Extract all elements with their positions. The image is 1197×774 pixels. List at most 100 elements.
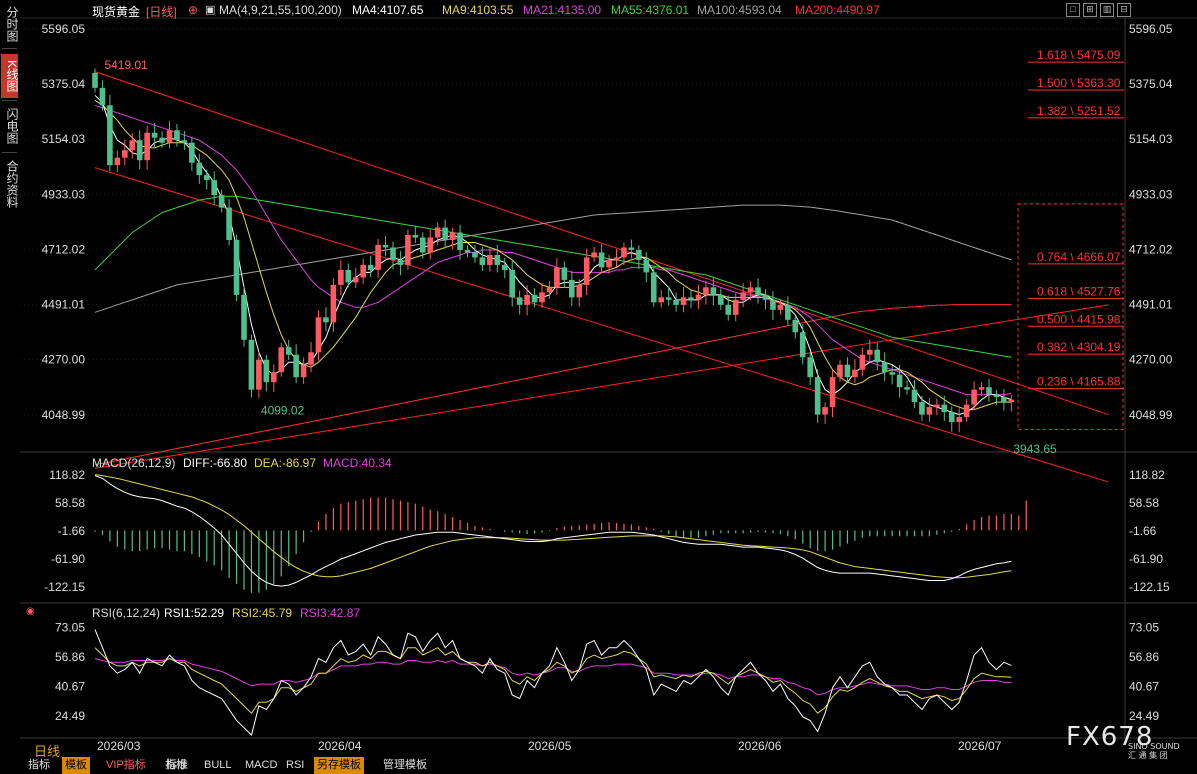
fx678-logo: FX678 [1066,722,1154,752]
candle-body [591,252,597,258]
candle-body [747,287,754,293]
candle-body [993,394,1000,398]
toolbar-macd-button[interactable]: MACD [245,759,278,771]
macd-y-tick-left: -122.15 [44,580,85,594]
candle-body [576,284,583,298]
macd-y-tick-right: -122.15 [1129,580,1170,594]
toolbar-indicator-2-button[interactable]: 指标 [165,759,187,771]
window-icon[interactable]: □ [1066,3,1080,17]
candle-body [449,232,456,240]
main-y-tick-right: 5596.05 [1129,22,1173,36]
candle-body [464,249,471,253]
candle-body [390,247,396,260]
rsi-y-tick-left: 24.49 [55,709,85,723]
candle-body [844,364,851,378]
main-y-tick-right: 5154.03 [1129,132,1173,146]
candle-body [829,377,836,408]
candle-body [457,232,463,250]
price-annotation: 4099.02 [261,403,305,417]
toolbar-vip-indicator-button[interactable]: VIP指标 [106,759,146,771]
fib-label: 0.764 \ 4666.07 [1037,250,1121,264]
toolbar-indicator-button[interactable]: 指标 [28,759,50,771]
candle-body [501,264,508,270]
ma200-line [94,304,1012,465]
main-y-tick-left: 4491.01 [42,298,86,312]
candle-body [241,294,247,340]
fib-label: 0.618 \ 4527.76 [1037,284,1121,298]
candle-body [524,294,530,305]
toolbar-standard-button[interactable]: 标准 [166,759,188,771]
symbol-name: 现货黄金 [92,5,141,19]
split-icon[interactable]: ▥ [1100,3,1114,17]
trendline [94,304,1109,469]
candle-body [129,140,136,151]
ma-toggle-icon[interactable]: ▣ [205,4,216,16]
candle-body [285,347,292,355]
grid-layer [20,17,1197,739]
toolbar-template-button[interactable]: 模板 [62,757,90,774]
candle-body [963,404,970,418]
toolbar-bull-button[interactable]: BULL [204,759,232,771]
period-indicator[interactable]: 日线 [34,744,61,759]
candle-body [911,389,918,403]
candle-body [144,132,150,161]
fib-label: 1.618 \ 5475.09 [1037,48,1121,62]
candle-body [777,304,784,310]
candle-body [434,227,441,238]
ma9-line [94,99,1012,411]
record-icon[interactable]: ◉ [26,606,35,617]
toolbar-manage-template-button[interactable]: 管理模板 [383,759,427,771]
candle-body [956,417,962,423]
candle-body [785,304,791,320]
main-y-tick-left: 5596.05 [42,22,86,36]
rsi-y-tick-right: 56.86 [1129,650,1159,664]
candle-body [293,354,299,378]
candle-body [643,259,650,273]
main-y-tick-right: 4712.02 [1129,242,1173,256]
macd-y-tick-left: 118.82 [49,468,85,482]
candle-body [941,404,948,413]
ma55-value: MA55:4376.01 [611,3,690,17]
rsi-y-tick-right: 73.05 [1129,621,1159,635]
ma4-line [94,94,1012,416]
nav-tab-timeshare[interactable]: 分时图 [5,6,19,42]
main-y-tick-right: 4048.99 [1129,408,1173,422]
x-axis-label: 2026/03 [97,739,141,753]
ma100-line [94,204,1012,313]
macd-y-tick-left: -61.90 [51,552,85,566]
rsi-panel[interactable] [94,629,1012,736]
nav-tab-kline[interactable]: K线图 [1,54,19,98]
period-label[interactable]: [日线] [146,5,177,19]
candle-body [427,237,434,253]
toolbar-rsi-button[interactable]: RSI [286,759,305,771]
trendline [94,71,1109,416]
candle-body [397,259,404,265]
candle-body [948,412,955,423]
nav-tab-contract-info[interactable]: 合约资料 [5,160,19,208]
candle-body [665,297,672,300]
nav-tab-flash[interactable]: 闪电图 [5,108,19,144]
main-y-tick-left: 5375.04 [42,77,86,91]
candle-body [569,279,575,298]
macd-dea-value: DEA:-86.97 [254,456,317,470]
main-chart-panel[interactable]: 5419.01 4099.02 3943.65 1.618 \ 5475.09 1.50… [92,48,1124,483]
candle-body [442,227,448,240]
macd-macd-value: MACD:40.34 [323,456,392,470]
candle-body [934,404,940,408]
candle-body [405,235,411,265]
candle-body [472,252,478,258]
candle-body [360,264,366,278]
candle-body [181,140,188,143]
minimize-icon[interactable]: ⊟ [1117,3,1131,17]
grid-icon[interactable]: ⊞ [1083,3,1097,17]
axis-layer: 5596.05 5596.05 5375.04 5375.04 5154.03 5154.… [42,22,1173,753]
main-y-tick-left: 4048.99 [42,408,86,422]
settings-icon[interactable]: ⊕ [188,3,199,17]
ma200-value: MA200:4490.97 [795,3,880,17]
toolbar-save-template-button[interactable]: 另存模板 [314,757,364,774]
macd-panel[interactable] [94,474,1027,593]
macd-params: MACD(26,12,9) [92,456,176,470]
candle-body [263,359,270,383]
candle-body [256,359,262,390]
